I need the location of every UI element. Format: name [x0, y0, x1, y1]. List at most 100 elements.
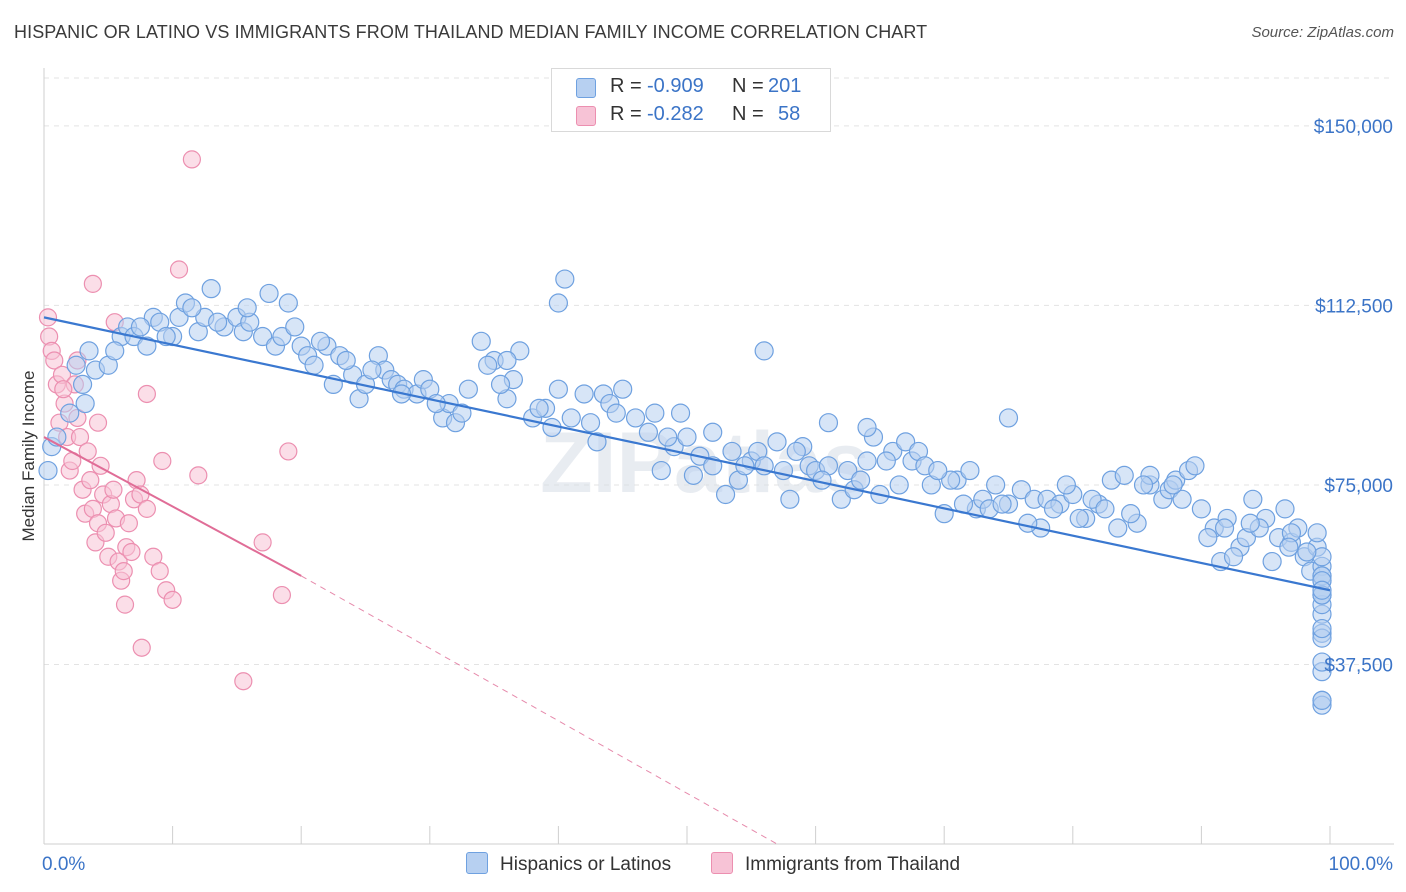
blue-data-point: [838, 460, 858, 481]
blue-data-point: [1223, 547, 1244, 567]
blue-data-point: [941, 470, 961, 490]
blue-data-point: [1240, 513, 1260, 533]
blue-data-point: [458, 379, 478, 399]
blue-data-point: [767, 432, 787, 452]
blue-data-point: [606, 403, 626, 423]
blue-data-point: [137, 336, 157, 356]
blue-data-point: [831, 489, 851, 509]
legend-n-label: N =: [732, 75, 764, 97]
chart-title: HISPANIC OR LATINO VS IMMIGRANTS FROM TH…: [14, 22, 928, 42]
blue-data-point: [986, 475, 1006, 495]
blue-data-point: [651, 460, 671, 481]
blue-data-point: [548, 293, 569, 313]
blue-data-point: [278, 293, 298, 313]
pink-data-point: [253, 533, 272, 552]
pink-data-point: [137, 384, 156, 404]
blue-data-point: [471, 331, 491, 351]
legend-swatch-pink: [576, 106, 596, 126]
pink-data-point: [119, 514, 138, 533]
blue-data-point: [754, 341, 774, 361]
blue-data-point: [722, 441, 742, 462]
legend-r-value: -0.282: [647, 103, 704, 125]
pink-data-point: [189, 466, 208, 485]
blue-data-point: [272, 326, 292, 347]
blue-data-point: [72, 374, 93, 394]
blue-data-point: [105, 341, 125, 361]
blue-data-point: [201, 279, 221, 299]
pink-data-point: [70, 427, 90, 447]
y-tick-label: $75,000: [1324, 476, 1393, 497]
blue-data-point: [1121, 504, 1141, 524]
blue-data-point: [1163, 475, 1183, 495]
blue-data-point: [253, 326, 273, 347]
blue-data-point: [452, 403, 472, 423]
blue-data-point: [156, 326, 176, 347]
blue-data-point: [1312, 652, 1332, 672]
blue-data-point: [683, 465, 704, 485]
blue-data-point: [876, 451, 896, 471]
pink-data-point: [150, 562, 169, 581]
pink-trend-line: [43, 436, 302, 577]
pink-data-point: [81, 471, 100, 490]
blue-data-point: [992, 494, 1012, 514]
pink-data-point: [182, 150, 201, 169]
blue-data-point: [285, 317, 305, 337]
blue-data-point: [857, 417, 877, 438]
pink-data-point: [169, 260, 189, 279]
blue-data-point: [715, 484, 736, 505]
blue-data-point: [998, 408, 1019, 428]
blue-data-point: [574, 384, 594, 404]
blue-data-point: [548, 379, 569, 399]
blue-data-point: [818, 413, 839, 433]
blue-data-point: [66, 355, 86, 375]
blue-data-point: [1275, 499, 1295, 519]
pink-data-point: [88, 413, 108, 432]
pink-data-point: [132, 638, 151, 657]
blue-data-point: [259, 283, 279, 304]
blue-data-point: [1011, 480, 1031, 500]
blue-data-point: [1297, 542, 1317, 562]
blue-data-point: [336, 350, 356, 371]
blue-data-point: [1312, 690, 1332, 710]
blue-data-point: [670, 403, 691, 423]
blue-data-point: [1043, 499, 1064, 519]
blue-data-point: [362, 360, 382, 380]
pink-data-point: [45, 351, 64, 370]
pink-data-point: [163, 590, 182, 609]
bottom-legend-swatch-blue: [466, 852, 488, 874]
blue-data-point: [851, 470, 871, 490]
bottom-legend-thailand: Immigrants from Thailand: [711, 852, 960, 876]
blue-data-point: [773, 460, 794, 481]
blue-data-point: [1095, 499, 1115, 519]
y-axis-label: Median Family Income: [19, 370, 38, 541]
blue-data-point: [208, 312, 228, 332]
blue-data-point: [1191, 499, 1212, 519]
blue-data-point: [928, 460, 948, 481]
blue-data-point: [1214, 518, 1235, 538]
pink-trend-extension: [300, 575, 778, 845]
legend-n-label: N =: [732, 103, 764, 125]
blue-data-point: [580, 413, 601, 433]
blue-data-point: [1262, 551, 1282, 572]
x-tick-label-max: 100.0%: [1329, 854, 1394, 875]
blue-data-point: [703, 422, 723, 442]
blue-data-point: [960, 460, 980, 481]
blue-data-point: [889, 475, 909, 495]
pink-data-point: [115, 595, 135, 614]
blue-data-point: [310, 331, 331, 351]
blue-data-point: [182, 298, 202, 318]
blue-data-point: [1307, 523, 1327, 543]
pink-data-point: [104, 480, 123, 499]
blue-data-point: [555, 269, 575, 289]
blue-data-point: [638, 422, 659, 442]
blue-data-point: [1172, 489, 1192, 509]
y-tick-label: $37,500: [1324, 655, 1393, 676]
blue-data-point: [780, 489, 800, 509]
blue-data-point: [510, 341, 530, 361]
blue-data-point: [1198, 527, 1218, 548]
blue-data-point: [587, 432, 607, 452]
blue-data-point: [1133, 475, 1154, 495]
blue-data-point: [1185, 456, 1205, 476]
blue-data-point: [1108, 518, 1128, 538]
